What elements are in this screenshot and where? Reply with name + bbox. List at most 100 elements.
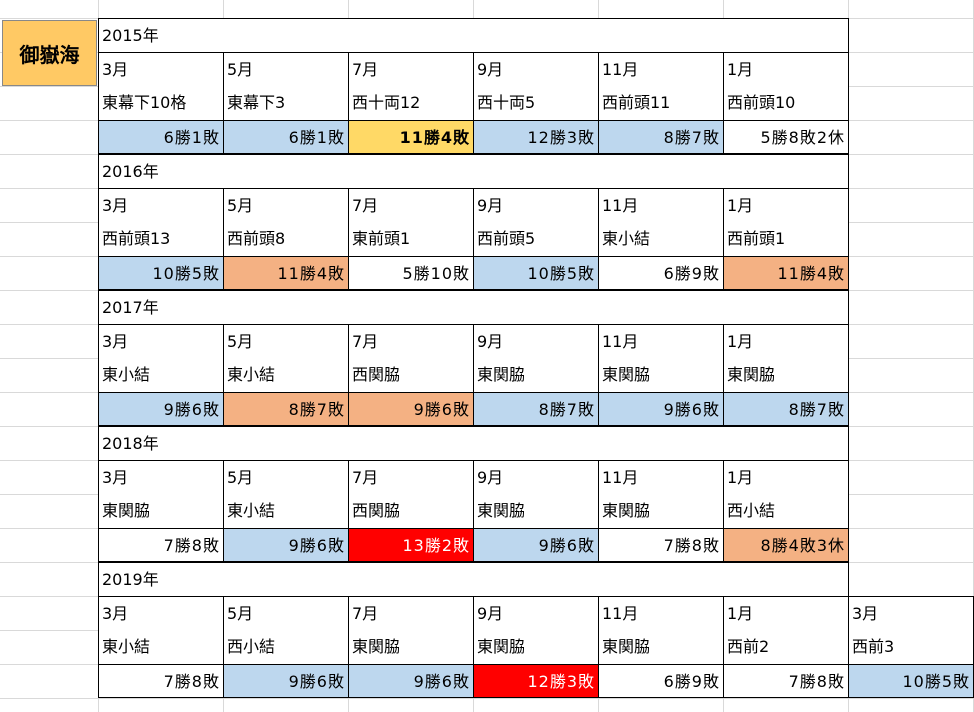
rank-cell: 東前頭1: [348, 222, 474, 256]
rank-cell: 東関脇: [598, 494, 724, 528]
month-cell: 1月: [723, 188, 849, 222]
rank-cell: 西関脇: [348, 494, 474, 528]
result-cell: 8勝7敗: [723, 392, 849, 426]
result-cell: 7勝8敗: [598, 528, 724, 562]
month-cell: 5月: [223, 52, 349, 86]
month-cell: 3月: [98, 596, 224, 630]
month-cell: 3月: [98, 52, 224, 86]
rank-cell: 西前頭8: [223, 222, 349, 256]
month-cell: 3月: [98, 188, 224, 222]
month-cell: 5月: [223, 188, 349, 222]
result-cell: 6勝9敗: [598, 664, 724, 698]
result-cell: 10勝5敗: [473, 256, 599, 290]
result-cell: 8勝7敗: [598, 120, 724, 154]
month-cell: 9月: [473, 596, 599, 630]
month-cell: 11月: [598, 52, 724, 86]
rank-cell: 東幕下10格: [98, 86, 224, 120]
rank-cell: 西十両12: [348, 86, 474, 120]
result-cell: 7勝8敗: [723, 664, 849, 698]
rank-cell: 西前頭5: [473, 222, 599, 256]
result-cell: 12勝3敗: [473, 120, 599, 154]
month-cell: 1月: [723, 460, 849, 494]
month-cell: 5月: [223, 460, 349, 494]
result-cell: 13勝2敗: [348, 528, 474, 562]
result-cell: 6勝9敗: [598, 256, 724, 290]
result-cell: 8勝7敗: [473, 392, 599, 426]
month-cell: 3月: [848, 596, 974, 630]
result-cell: 9勝6敗: [473, 528, 599, 562]
rank-cell: 東小結: [598, 222, 724, 256]
result-cell: 11勝4敗: [348, 120, 474, 154]
year-cell: 2015年: [98, 18, 849, 52]
year-cell: 2019年: [98, 562, 849, 596]
month-cell: 9月: [473, 460, 599, 494]
result-cell: 8勝4敗3休: [723, 528, 849, 562]
rank-cell: 東関脇: [598, 630, 724, 664]
result-cell: 9勝6敗: [223, 664, 349, 698]
rank-cell: 西前頭1: [723, 222, 849, 256]
result-cell: 8勝7敗: [223, 392, 349, 426]
month-cell: 11月: [598, 324, 724, 358]
rank-cell: 東小結: [98, 630, 224, 664]
rank-cell: 東関脇: [348, 630, 474, 664]
month-cell: 3月: [98, 324, 224, 358]
month-cell: 1月: [723, 596, 849, 630]
month-cell: 1月: [723, 52, 849, 86]
month-cell: 11月: [598, 460, 724, 494]
result-cell: 12勝3敗: [473, 664, 599, 698]
result-cell: 5勝10敗: [348, 256, 474, 290]
rank-cell: 西前2: [723, 630, 849, 664]
month-cell: 9月: [473, 324, 599, 358]
result-cell: 9勝6敗: [348, 392, 474, 426]
rank-cell: 西小結: [223, 630, 349, 664]
rank-cell: 西十両5: [473, 86, 599, 120]
result-cell: 9勝6敗: [598, 392, 724, 426]
result-cell: 10勝5敗: [98, 256, 224, 290]
month-cell: 7月: [348, 324, 474, 358]
result-cell: 7勝8敗: [98, 528, 224, 562]
result-cell: 10勝5敗: [848, 664, 974, 698]
year-cell: 2016年: [98, 154, 849, 188]
rank-cell: 西前3: [848, 630, 974, 664]
result-cell: 11勝4敗: [723, 256, 849, 290]
month-cell: 5月: [223, 596, 349, 630]
rank-cell: 東小結: [98, 358, 224, 392]
result-cell: 6勝1敗: [223, 120, 349, 154]
result-cell: 9勝6敗: [348, 664, 474, 698]
month-cell: 7月: [348, 188, 474, 222]
month-cell: 3月: [98, 460, 224, 494]
month-cell: 1月: [723, 324, 849, 358]
month-cell: 11月: [598, 188, 724, 222]
rank-cell: 東関脇: [473, 494, 599, 528]
rank-cell: 東小結: [223, 358, 349, 392]
rank-cell: 西前頭11: [598, 86, 724, 120]
month-cell: 7月: [348, 460, 474, 494]
rank-cell: 東関脇: [473, 358, 599, 392]
result-cell: 7勝8敗: [98, 664, 224, 698]
rank-cell: 西前頭13: [98, 222, 224, 256]
rank-cell: 東小結: [223, 494, 349, 528]
month-cell: 7月: [348, 596, 474, 630]
month-cell: 9月: [473, 52, 599, 86]
result-cell: 6勝1敗: [98, 120, 224, 154]
month-cell: 7月: [348, 52, 474, 86]
rank-cell: 東関脇: [723, 358, 849, 392]
rank-cell: 東関脇: [98, 494, 224, 528]
rank-cell: 西小結: [723, 494, 849, 528]
month-cell: 9月: [473, 188, 599, 222]
rank-cell: 西前頭10: [723, 86, 849, 120]
month-cell: 11月: [598, 596, 724, 630]
rank-cell: 東関脇: [598, 358, 724, 392]
year-cell: 2017年: [98, 290, 849, 324]
rank-cell: 東幕下3: [223, 86, 349, 120]
year-cell: 2018年: [98, 426, 849, 460]
month-cell: 5月: [223, 324, 349, 358]
result-cell: 5勝8敗2休: [723, 120, 849, 154]
result-cell: 9勝6敗: [223, 528, 349, 562]
rank-cell: 東関脇: [473, 630, 599, 664]
rank-cell: 西関脇: [348, 358, 474, 392]
result-cell: 11勝4敗: [223, 256, 349, 290]
title-cell: 御嶽海: [2, 20, 97, 86]
result-cell: 9勝6敗: [98, 392, 224, 426]
